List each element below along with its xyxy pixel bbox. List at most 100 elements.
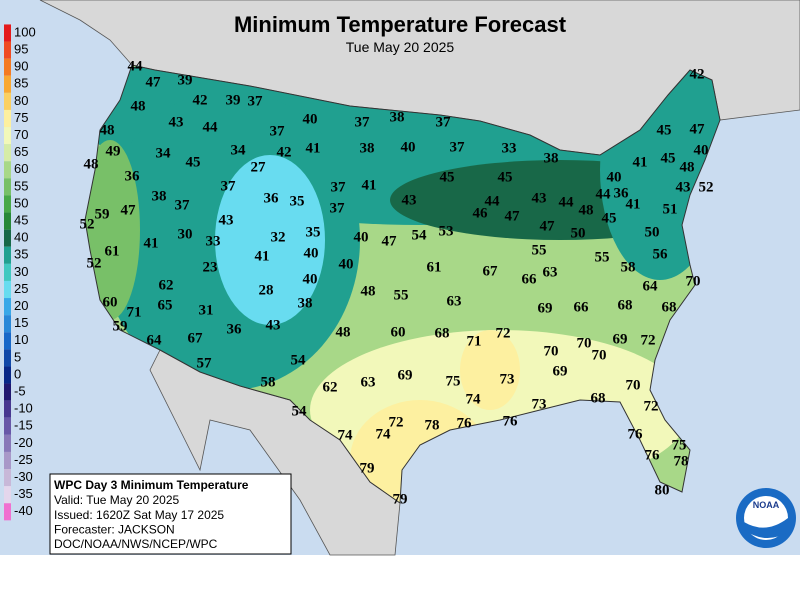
station-temp: 38: [360, 140, 375, 156]
station-temp: 49: [106, 143, 121, 159]
station-temp: 54: [291, 352, 307, 368]
legend-swatch: [4, 400, 11, 418]
info-line: Valid: Tue May 20 2025: [54, 493, 180, 507]
station-temp: 43: [532, 190, 547, 206]
station-temp: 44: [203, 119, 219, 135]
station-temp: 48: [131, 98, 146, 114]
legend-swatch: [4, 109, 11, 128]
station-temp: 37: [331, 179, 347, 195]
station-temp: 59: [113, 318, 128, 334]
legend-swatch: [4, 127, 11, 145]
station-temp: 45: [657, 122, 672, 138]
station-temp: 37: [221, 178, 237, 194]
station-temp: 43: [266, 317, 281, 333]
legend-label: -15: [14, 418, 33, 433]
station-temp: 40: [401, 139, 416, 155]
station-temp: 62: [159, 277, 174, 293]
station-temp: 47: [146, 74, 162, 90]
legend-label: 90: [14, 59, 28, 74]
station-temp: 68: [618, 297, 633, 313]
station-temp: 74: [338, 427, 354, 443]
legend-label: 85: [14, 76, 28, 91]
legend-swatch: [4, 280, 11, 299]
legend-swatch: [4, 298, 11, 316]
station-temp: 59: [95, 206, 110, 222]
legend-swatch: [4, 315, 11, 333]
legend-label: 0: [14, 366, 21, 381]
info-title: WPC Day 3 Minimum Temperature: [54, 478, 249, 492]
station-temp: 57: [197, 355, 213, 371]
station-temp: 41: [255, 248, 270, 264]
field-75b: [460, 330, 520, 410]
station-temp: 66: [522, 271, 538, 287]
legend-label: -40: [14, 503, 33, 518]
legend-label: 75: [14, 110, 28, 125]
station-temp: 79: [360, 460, 375, 476]
station-temp: 47: [505, 208, 521, 224]
station-temp: 74: [466, 391, 482, 407]
station-temp: 72: [644, 398, 659, 414]
station-temp: 72: [389, 414, 404, 430]
legend-label: 40: [14, 230, 28, 245]
legend-label: -35: [14, 486, 33, 501]
station-temp: 36: [227, 321, 243, 337]
info-box: [49, 473, 292, 555]
legend-label: -5: [14, 384, 26, 399]
station-temp: 37: [450, 139, 466, 155]
info-line: Issued: 1620Z Sat May 17 2025: [54, 508, 224, 522]
station-temp: 56: [653, 246, 669, 262]
field-rockies: [215, 155, 325, 325]
station-temp: 63: [447, 293, 462, 309]
station-temp: 64: [643, 278, 659, 294]
station-temp: 30: [178, 226, 193, 242]
station-temp: 62: [323, 379, 338, 395]
station-temp: 37: [436, 114, 452, 130]
station-temp: 61: [427, 259, 442, 275]
station-temp: 69: [538, 300, 553, 316]
legend-swatch: [4, 229, 11, 247]
station-temp: 39: [178, 72, 193, 88]
station-temp: 69: [398, 367, 413, 383]
station-temp: 58: [261, 374, 276, 390]
station-temp: 60: [391, 324, 406, 340]
station-temp: 67: [483, 263, 499, 279]
station-temp: 31: [199, 302, 214, 318]
station-temp: 74: [376, 426, 392, 442]
legend-swatch: [4, 92, 11, 110]
station-temp: 51: [663, 201, 678, 217]
station-temp: 55: [394, 287, 409, 303]
station-temp: 43: [402, 192, 417, 208]
station-temp: 45: [661, 150, 676, 166]
station-temp: 40: [304, 245, 319, 261]
station-temp: 70: [686, 273, 701, 289]
legend-swatch: [4, 144, 11, 162]
legend-label: 55: [14, 178, 28, 193]
station-temp: 76: [645, 447, 661, 463]
station-temp: 80: [655, 482, 670, 498]
station-temp: 47: [690, 121, 706, 137]
legend-label: 15: [14, 315, 28, 330]
legend-swatch: [4, 486, 11, 504]
station-temp: 61: [105, 243, 120, 259]
station-temp: 36: [125, 168, 141, 184]
station-temp: 48: [361, 283, 376, 299]
station-temp: 45: [186, 154, 201, 170]
station-temp: 78: [674, 453, 689, 469]
station-temp: 27: [251, 159, 267, 175]
station-temp: 38: [390, 109, 405, 125]
station-temp: 48: [100, 122, 115, 138]
station-temp: 68: [662, 299, 677, 315]
legend-swatch: [4, 332, 11, 350]
station-temp: 28: [259, 282, 274, 298]
station-temp: 48: [680, 159, 695, 175]
station-temp: 38: [544, 150, 559, 166]
legend-label: 50: [14, 195, 28, 210]
station-temp: 70: [626, 377, 641, 393]
station-temp: 54: [292, 403, 308, 419]
station-temp: 73: [532, 396, 547, 412]
legend-label: 5: [14, 349, 21, 364]
station-temp: 68: [591, 390, 606, 406]
legend-label: 35: [14, 247, 28, 262]
logo-text: NOAA: [753, 500, 780, 510]
legend-swatch: [4, 212, 11, 230]
